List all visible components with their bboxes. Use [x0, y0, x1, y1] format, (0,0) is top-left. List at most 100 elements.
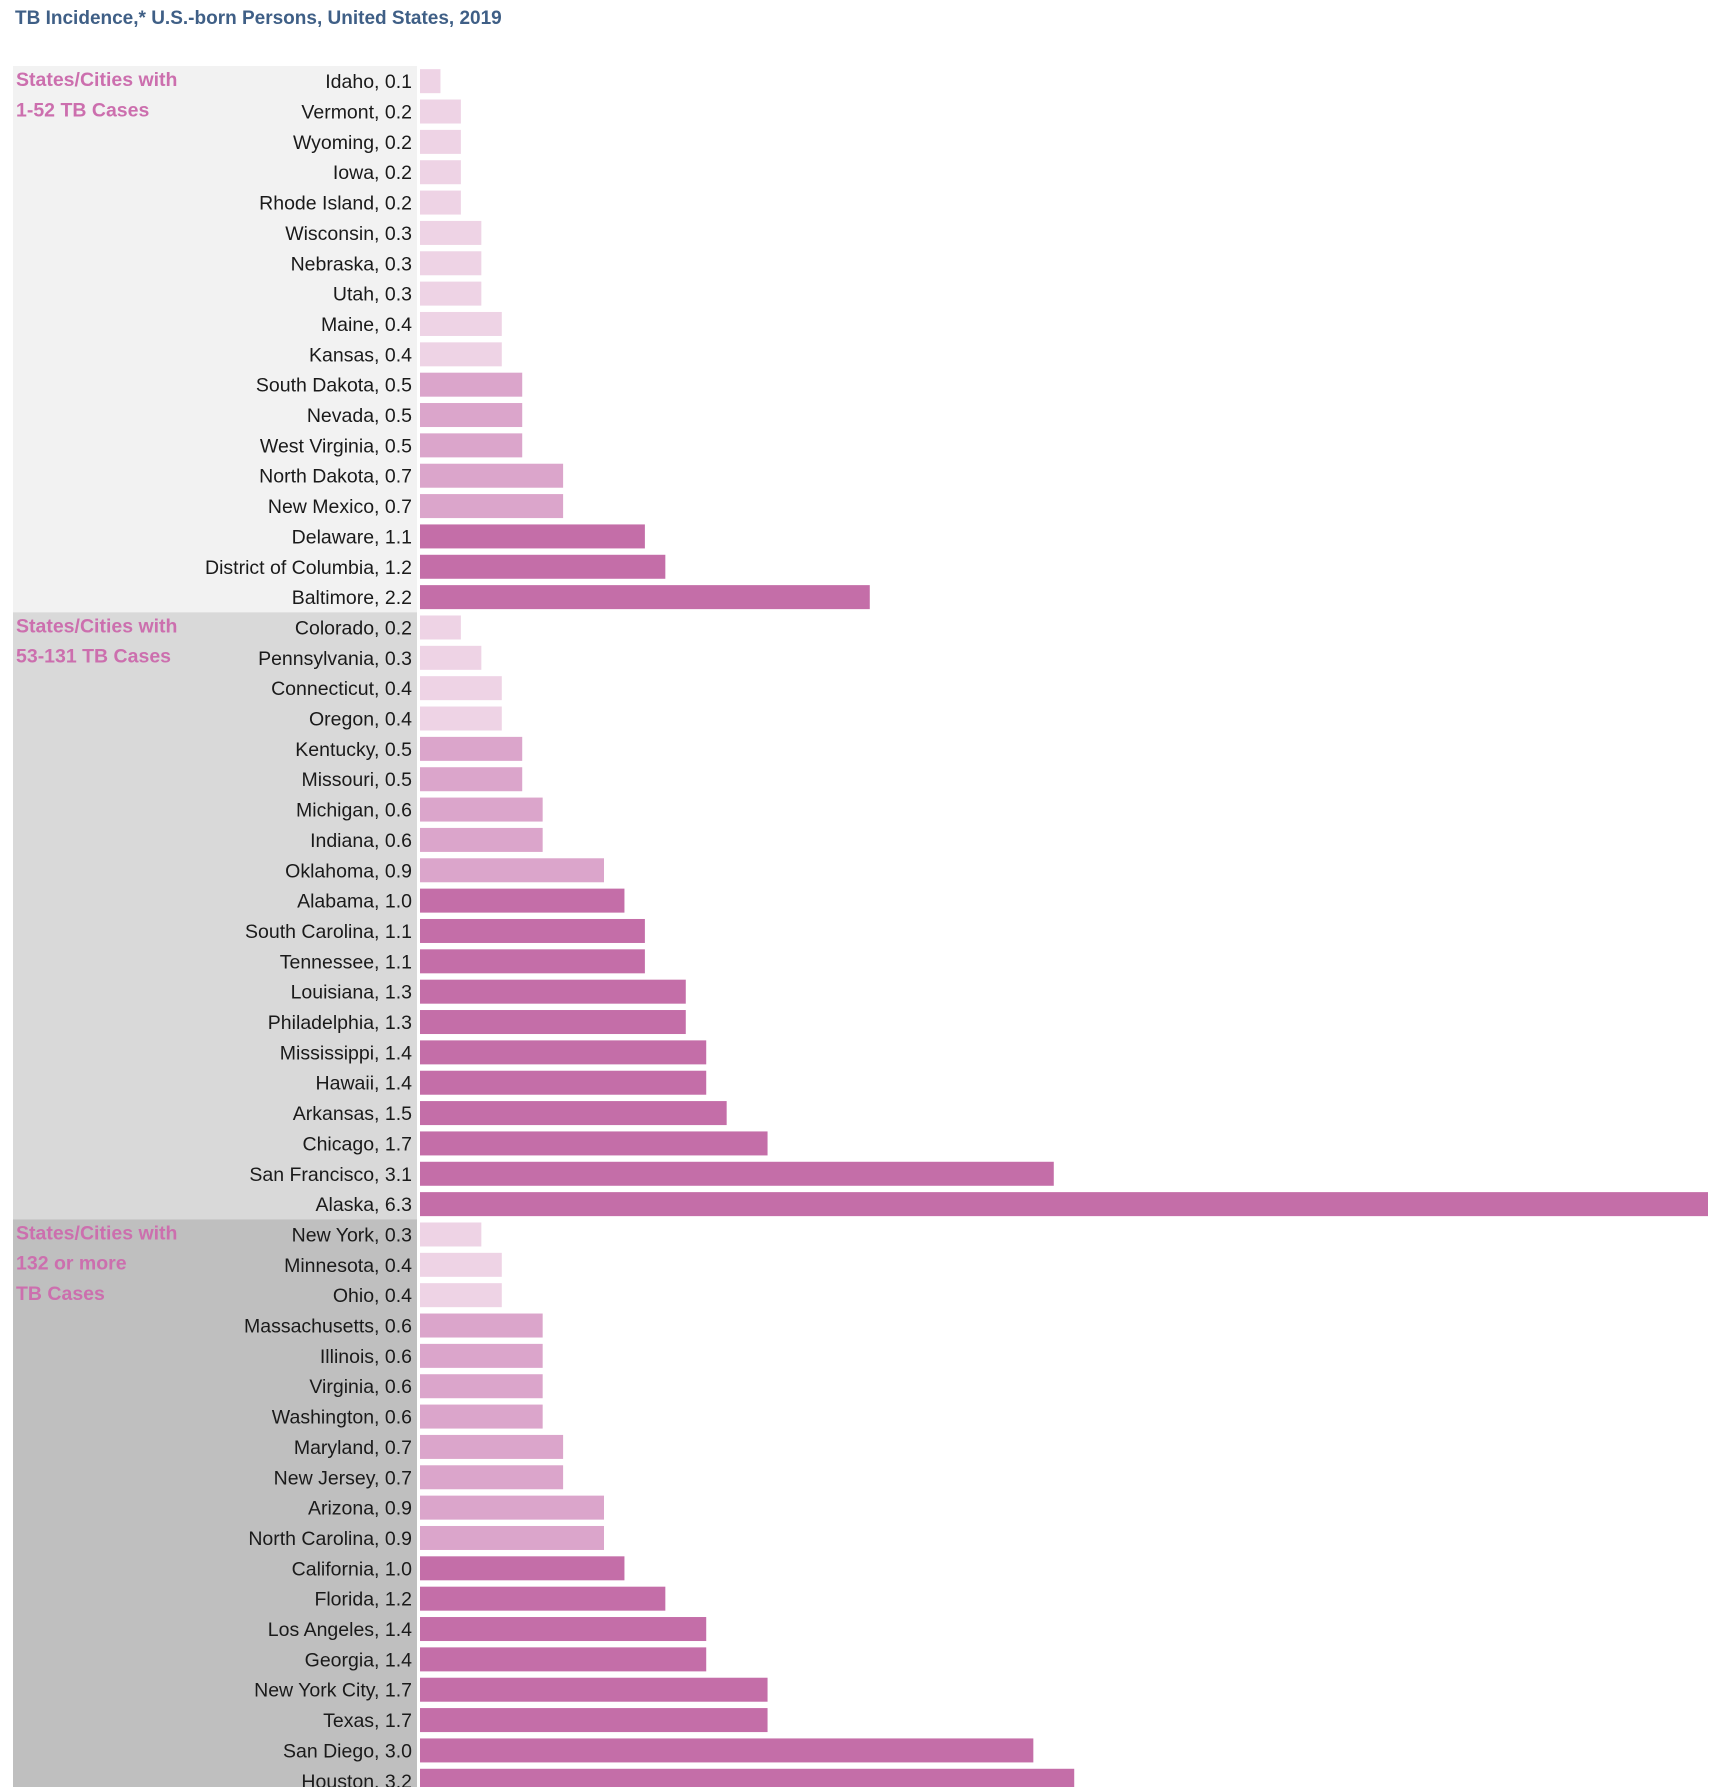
row-label-tennessee: Tennessee, 1.1 [280, 951, 412, 973]
bar-new-york [420, 1222, 482, 1247]
bar-west-virginia [420, 433, 523, 458]
bar-oklahoma [420, 858, 604, 883]
row-label-oklahoma: Oklahoma, 0.9 [285, 860, 412, 882]
row-label-connecticut: Connecticut, 0.4 [271, 678, 412, 700]
bar-kansas [420, 342, 502, 367]
row-label-louisiana: Louisiana, 1.3 [291, 982, 412, 1004]
bar-north-carolina [420, 1525, 604, 1550]
row-label-texas: Texas, 1.7 [323, 1710, 412, 1732]
row-label-wyoming: Wyoming, 0.2 [293, 132, 412, 154]
bar-maryland [420, 1434, 564, 1459]
row-label-los-angeles: Los Angeles, 1.4 [268, 1619, 412, 1641]
bar-arkansas [420, 1101, 727, 1126]
row-label-virginia: Virginia, 0.6 [309, 1376, 412, 1398]
row-label-massachusetts: Massachusetts, 0.6 [244, 1316, 412, 1338]
row-label-district-of-columbia: District of Columbia, 1.2 [205, 557, 412, 579]
bar-massachusetts [420, 1313, 543, 1338]
bar-wisconsin [420, 220, 482, 245]
row-label-houston: Houston, 3.2 [301, 1771, 412, 1787]
group-label-3-line-1: States/Cities with [16, 1222, 177, 1244]
bar-tennessee [420, 949, 645, 974]
bar-texas [420, 1708, 768, 1733]
bar-san-diego [420, 1738, 1034, 1763]
row-label-new-jersey: New Jersey, 0.7 [274, 1467, 412, 1489]
row-label-san-diego: San Diego, 3.0 [283, 1740, 412, 1762]
bar-san-francisco [420, 1161, 1054, 1186]
bar-illinois [420, 1343, 543, 1368]
row-label-utah: Utah, 0.3 [333, 284, 412, 306]
group-band-1 [13, 66, 417, 613]
bar-michigan [420, 797, 543, 822]
row-label-west-virginia: West Virginia, 0.5 [260, 435, 412, 457]
bar-iowa [420, 160, 461, 185]
row-label-hawaii: Hawaii, 1.4 [316, 1073, 413, 1095]
bar-idaho [420, 69, 441, 94]
row-label-vermont: Vermont, 0.2 [301, 102, 412, 124]
row-label-ohio: Ohio, 0.4 [333, 1285, 412, 1307]
row-label-maryland: Maryland, 0.7 [294, 1437, 412, 1459]
bar-vermont [420, 99, 461, 124]
bar-alaska [420, 1192, 1708, 1217]
bar-maine [420, 311, 502, 336]
bar-kentucky [420, 736, 523, 761]
bar-district-of-columbia [420, 554, 666, 579]
bar-new-jersey [420, 1465, 564, 1490]
bar-washington [420, 1404, 543, 1429]
bar-virginia [420, 1374, 543, 1399]
bar-new-mexico [420, 494, 564, 519]
bar-georgia [420, 1647, 707, 1672]
bar-florida [420, 1586, 666, 1611]
chart-title: TB Incidence,* U.S.-born Persons, United… [15, 8, 502, 29]
row-label-illinois: Illinois, 0.6 [320, 1346, 412, 1368]
bar-chicago [420, 1131, 768, 1156]
group-label-2-line-1: States/Cities with [16, 615, 177, 637]
row-label-washington: Washington, 0.6 [272, 1407, 412, 1429]
bar-nebraska [420, 251, 482, 276]
bar-oregon [420, 706, 502, 731]
row-label-san-francisco: San Francisco, 3.1 [249, 1164, 412, 1186]
row-label-arkansas: Arkansas, 1.5 [293, 1103, 412, 1125]
row-label-minnesota: Minnesota, 0.4 [284, 1255, 412, 1277]
row-label-arizona: Arizona, 0.9 [308, 1498, 412, 1520]
row-label-south-carolina: South Carolina, 1.1 [245, 921, 412, 943]
group-label-3-line-2: 132 or more [16, 1253, 127, 1275]
group-label-3-line-3: TB Cases [16, 1283, 105, 1305]
bar-philadelphia [420, 1010, 686, 1035]
row-label-georgia: Georgia, 1.4 [305, 1649, 412, 1671]
bar-north-dakota [420, 463, 564, 488]
bar-louisiana [420, 979, 686, 1004]
bar-colorado [420, 615, 461, 640]
bar-connecticut [420, 676, 502, 701]
group-label-1-line-1: States/Cities with [16, 69, 177, 91]
row-label-rhode-island: Rhode Island, 0.2 [259, 193, 412, 215]
row-label-missouri: Missouri, 0.5 [301, 769, 412, 791]
row-label-oregon: Oregon, 0.4 [309, 709, 412, 731]
bar-new-york-city [420, 1677, 768, 1702]
bar-south-dakota [420, 372, 523, 397]
row-label-colorado: Colorado, 0.2 [295, 617, 412, 639]
row-label-california: California, 1.0 [292, 1558, 412, 1580]
row-label-kansas: Kansas, 0.4 [309, 344, 412, 366]
bar-houston [420, 1768, 1075, 1787]
group-label-2-line-2: 53-131 TB Cases [16, 646, 171, 668]
row-label-indiana: Indiana, 0.6 [310, 830, 412, 852]
row-label-chicago: Chicago, 1.7 [303, 1133, 413, 1155]
bar-utah [420, 281, 482, 306]
row-label-new-mexico: New Mexico, 0.7 [268, 496, 412, 518]
bar-california [420, 1556, 625, 1581]
row-label-florida: Florida, 1.2 [314, 1589, 412, 1611]
row-label-new-york: New York, 0.3 [292, 1224, 412, 1246]
row-label-mississippi: Mississippi, 1.4 [280, 1042, 412, 1064]
group-band-2 [13, 612, 417, 1220]
row-label-idaho: Idaho, 0.1 [325, 71, 412, 93]
bar-pennsylvania [420, 645, 482, 670]
row-label-pennsylvania: Pennsylvania, 0.3 [258, 648, 412, 670]
bar-delaware [420, 524, 645, 549]
row-label-kentucky: Kentucky, 0.5 [295, 739, 412, 761]
row-label-alaska: Alaska, 6.3 [316, 1194, 412, 1216]
bar-mississippi [420, 1040, 707, 1065]
bar-los-angeles [420, 1617, 707, 1642]
bar-wyoming [420, 129, 461, 154]
row-label-nevada: Nevada, 0.5 [307, 405, 412, 427]
